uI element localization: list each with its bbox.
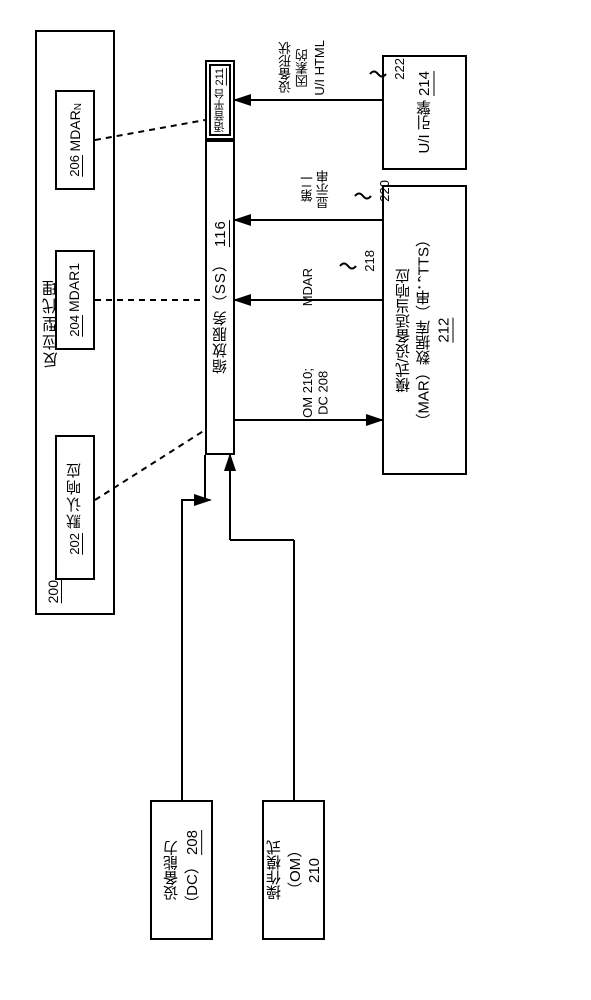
operation-mode-title: 操作模式 （OM） 210 [264,840,323,900]
mar-db-title: 模式/设备适当响应 （MAR）数据库（串；TTS） 212 [394,232,455,429]
ui-html-label: 设备形状 因素的 U/I HTML [278,40,329,96]
scaling-service-title: 缩放服务（SS） [212,257,229,375]
mdarn-sub: N [72,103,83,110]
mdar1-ref: 204 [67,315,83,337]
mdarn-ref: 206 [67,155,83,177]
device-capability-title: 设备能力 （DC） 208 [161,830,203,911]
voice-platform-title: 语音平台 [214,88,226,132]
default-response-ref: 202 [67,533,83,555]
voice-platform-inner: 语音平台 211 [209,64,231,136]
mdarn-prefix: MDAR [67,111,83,152]
mar-db-box: 模式/设备适当响应 （MAR）数据库（串；TTS） 212 [382,185,467,475]
mdarn-box: MDARN 206 [55,90,95,190]
voice-platform-title-wrap: 语音平台 211 [212,68,228,133]
second-display-ref: 220 [377,180,393,202]
edge-dc-to-ss [182,455,205,800]
default-response-box: 默认响应 202 [55,435,95,580]
operation-mode-box: 操作模式 （OM） 210 [262,800,325,940]
scaling-service-box: 缩放服务（SS） 116 [205,140,235,455]
voice-platform-ref: 211 [214,68,226,86]
mdar1-title: MDAR1 [66,263,84,312]
mdar-218-label: MDAR [300,268,316,306]
default-response-title: 默认响应 [66,461,85,529]
mdar1-box: MDAR1 204 [55,250,95,350]
mdarn-title: MDARN [67,103,84,151]
om-dc-label: OM 210; DC 208 [300,368,378,418]
ui-engine-title: U/I 引擎 214 [414,71,435,154]
device-capability-box: 设备能力 （DC） 208 [150,800,213,940]
reactive-agent-ref: 200 [45,580,63,603]
scaling-service-ref: 116 [212,220,229,247]
mdar-218-ref: 218 [362,250,378,272]
scaling-service-title-wrap: 缩放服务（SS） 116 [210,220,231,374]
squiggle-218 [340,264,356,269]
second-display-label: 第二 显示串 [300,170,331,209]
ui-html-ref: 222 [392,58,408,80]
squiggle-220 [355,194,371,199]
